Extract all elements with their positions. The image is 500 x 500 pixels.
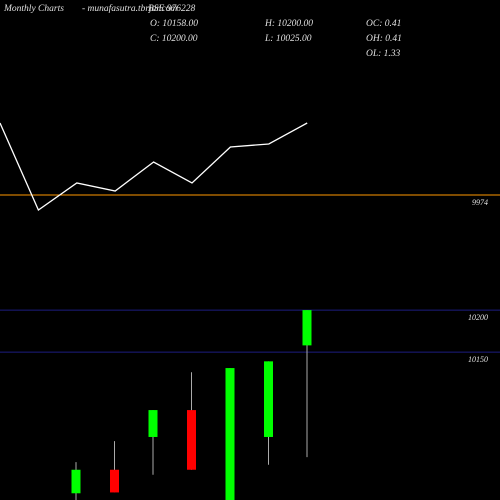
- ohlc-oh: OH: 0.41: [366, 34, 402, 44]
- candle-body: [302, 310, 312, 346]
- ohlc-low: L: 10025.00: [264, 34, 312, 44]
- site-url: - munafasutra.tbrjar.com: [82, 3, 177, 14]
- y-tick-label: 10200: [468, 313, 488, 322]
- candle-body: [264, 361, 273, 437]
- y-tick-label: 10150: [468, 355, 488, 364]
- candle-body: [71, 469, 81, 494]
- ohlc-close: C: 10200.00: [150, 34, 198, 44]
- y-tick-label: 9974: [472, 198, 488, 207]
- candle-body: [225, 368, 235, 500]
- site-name: Monthly Charts: [3, 4, 64, 14]
- ohlc-open: O: 10158.00: [150, 19, 198, 29]
- candle-body: [110, 469, 119, 493]
- ohlc-ol: OL: 1.33: [366, 49, 401, 59]
- ohlc-high: H: 10200.00: [264, 19, 313, 29]
- ohlc-oc: OC: 0.41: [366, 19, 401, 29]
- symbol: BSE 976228: [148, 4, 195, 14]
- price-line: [0, 122, 308, 211]
- candle-body: [148, 410, 158, 437]
- candle-body: [187, 410, 196, 470]
